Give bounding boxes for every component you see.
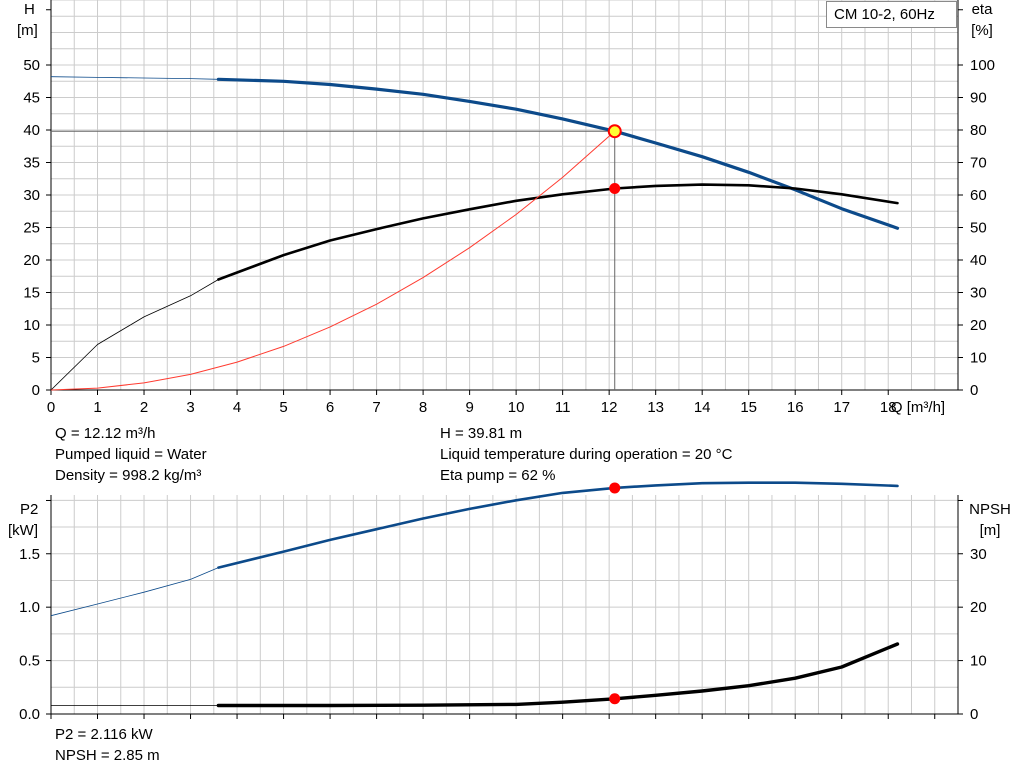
legend-box: CM 10-2, 60Hz — [826, 1, 957, 28]
x-tick-label: 18 — [880, 399, 897, 416]
left-tick-label: 5 — [32, 350, 40, 367]
x-tick-label: 2 — [140, 399, 148, 416]
x-tick-label: 8 — [419, 399, 427, 416]
right-axis-title: eta — [972, 1, 994, 18]
info-left-block: Q = 12.12 m³/h Pumped liquid = Water Den… — [55, 423, 207, 486]
right-tick-label: 0 — [970, 382, 978, 399]
left-tick-label: 1.5 — [19, 546, 40, 563]
x-tick-label: 15 — [740, 399, 757, 416]
right-tick-label: 40 — [970, 252, 987, 269]
info-p2: P2 = 2.116 kW — [55, 726, 153, 743]
x-tick-label: 4 — [233, 399, 241, 416]
head-curve — [216, 77, 900, 230]
left-tick-label: 0.0 — [19, 706, 40, 723]
eff-op-marker — [609, 183, 621, 194]
info-temp: Liquid temperature during operation = 20… — [440, 446, 733, 463]
power-curve-thin — [50, 567, 219, 617]
eff-curve — [217, 183, 899, 281]
x-tick-label: 16 — [787, 399, 804, 416]
x-tick-label: 9 — [465, 399, 473, 416]
npsh-op-marker — [609, 693, 621, 705]
npsh-curve — [216, 642, 900, 708]
right-tick-label: 50 — [970, 220, 987, 237]
head-curve-thin — [50, 76, 219, 80]
right-axis-unit: [%] — [971, 22, 993, 39]
left-tick-label: 50 — [23, 57, 40, 74]
info-density: Density = 998.2 kg/m³ — [55, 467, 202, 484]
left-tick-label: 0 — [32, 382, 40, 399]
left-tick-label: 25 — [23, 220, 40, 237]
left-tick-label: 30 — [23, 187, 40, 204]
left-axis-title: P2 — [20, 501, 38, 518]
left-tick-label: 20 — [23, 252, 40, 269]
left-tick-label: 45 — [23, 90, 40, 107]
right-tick-label: 10 — [970, 653, 987, 670]
right-axis-unit: [m] — [980, 522, 1001, 539]
x-tick-label: 1 — [93, 399, 101, 416]
right-tick-label: 60 — [970, 187, 987, 204]
x-tick-label: 5 — [279, 399, 287, 416]
info-head: H = 39.81 m — [440, 425, 523, 442]
x-tick-label: 14 — [694, 399, 711, 416]
info-q: Q = 12.12 m³/h — [55, 425, 156, 442]
info-eta: Eta pump = 62 % — [440, 467, 556, 484]
left-tick-label: 15 — [23, 285, 40, 302]
x-tick-label: 3 — [186, 399, 194, 416]
x-tick-label: 17 — [833, 399, 850, 416]
system-curve-thin — [50, 130, 616, 391]
x-tick-label: 12 — [601, 399, 618, 416]
right-tick-label: 10 — [970, 350, 987, 367]
power-curve — [217, 481, 899, 569]
x-tick-label: 6 — [326, 399, 334, 416]
right-tick-label: 90 — [970, 90, 987, 107]
x-tick-label: 13 — [647, 399, 664, 416]
right-tick-label: 30 — [970, 285, 987, 302]
left-tick-label: 10 — [23, 317, 40, 334]
right-tick-label: 80 — [970, 122, 987, 139]
right-tick-label: 30 — [970, 546, 987, 563]
left-tick-label: 35 — [23, 155, 40, 172]
right-axis-title: NPSH — [969, 501, 1011, 518]
info-right-block: H = 39.81 m Liquid temperature during op… — [440, 423, 732, 486]
power-op-marker — [609, 482, 621, 494]
left-tick-label: 1.0 — [19, 599, 40, 616]
x-tick-label: 0 — [47, 399, 55, 416]
right-tick-label: 0 — [970, 706, 978, 723]
left-axis-unit: [m] — [17, 22, 38, 39]
info-bottom-block: P2 = 2.116 kW NPSH = 2.85 m — [55, 724, 160, 766]
left-axis-unit: [kW] — [8, 522, 38, 539]
left-tick-label: 40 — [23, 122, 40, 139]
head-op-marker — [607, 124, 622, 139]
left-axis-title: H — [24, 1, 35, 18]
right-tick-label: 20 — [970, 317, 987, 334]
x-tick-label: 11 — [555, 399, 571, 416]
right-tick-label: 20 — [970, 599, 987, 616]
info-liquid: Pumped liquid = Water — [55, 446, 207, 463]
info-npsh: NPSH = 2.85 m — [55, 747, 160, 764]
right-tick-label: 100 — [970, 57, 995, 74]
x-axis-label: Q [m³/h] — [891, 399, 945, 416]
x-tick-label: 7 — [372, 399, 380, 416]
eff-curve-thin — [50, 279, 219, 391]
x-tick-label: 10 — [508, 399, 525, 416]
left-tick-label: 0.5 — [19, 653, 40, 670]
right-tick-label: 70 — [970, 155, 987, 172]
